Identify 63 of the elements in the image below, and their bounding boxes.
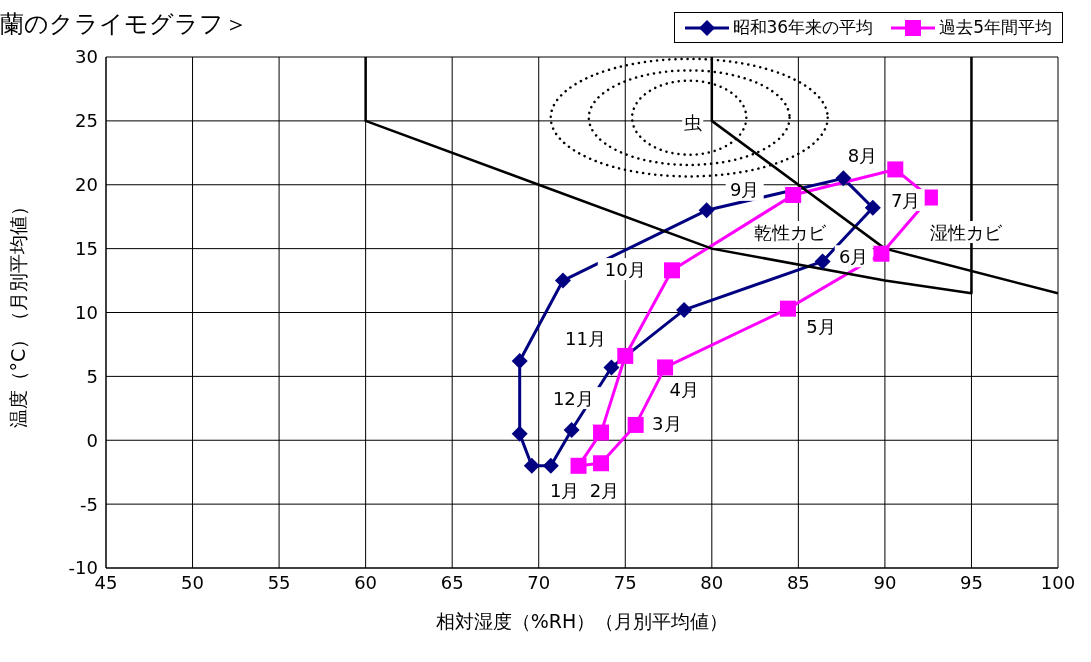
annotation: 4月	[669, 378, 699, 400]
point	[835, 170, 852, 187]
annotation: 5月	[806, 316, 836, 338]
point	[779, 300, 796, 317]
point	[603, 359, 620, 376]
x-tick-label: 65	[440, 571, 464, 593]
point	[511, 353, 528, 370]
annotation: 6月	[839, 245, 869, 267]
annotation: 3月	[652, 413, 682, 435]
x-tick-label: 60	[354, 571, 378, 593]
point	[542, 457, 559, 474]
point	[570, 457, 587, 474]
chart-title: 蘭のクライモグラフ＞	[0, 9, 248, 40]
annotation: 7月	[890, 189, 921, 211]
x-tick-label: 70	[527, 571, 551, 593]
annotation: 乾性カビ	[753, 221, 827, 243]
legend-label: 昭和36年来の平均	[731, 16, 874, 39]
point	[593, 424, 610, 441]
point	[593, 455, 610, 472]
x-tick-label: 90	[873, 571, 897, 593]
x-tick-label: 95	[960, 571, 983, 593]
y-tick-label: 0	[86, 429, 98, 451]
y-tick-label: 25	[75, 110, 98, 132]
annotation: 12月	[552, 387, 594, 409]
point	[523, 457, 540, 474]
x-axis-title: 相対湿度（%RH）（月別平均値）	[435, 610, 729, 632]
annotation: 2月	[589, 479, 620, 501]
annotation: 1月	[549, 479, 580, 501]
point	[864, 199, 881, 216]
y-tick-label: 30	[75, 46, 98, 68]
annotation: 10月	[604, 258, 646, 280]
x-tick-label: 75	[613, 571, 637, 593]
y-axis-title: 温度（°C）（月別平均値）	[6, 196, 29, 429]
point	[873, 245, 890, 262]
point	[785, 186, 802, 203]
x-tick-label: 100	[1040, 571, 1076, 593]
annotation: 8月	[847, 144, 878, 166]
x-tick-label: 55	[267, 571, 291, 593]
y-tick-label: 5	[86, 365, 98, 387]
annotation: 虫	[683, 111, 702, 133]
legend-label: 過去5年間平均	[938, 16, 1052, 39]
point	[563, 422, 580, 439]
point	[617, 347, 634, 364]
y-tick-label: 10	[75, 301, 98, 323]
x-tick-label: 50	[181, 571, 204, 593]
x-tick-label: 85	[786, 571, 810, 593]
point	[887, 161, 904, 178]
point	[554, 272, 571, 289]
annotation: 9月	[729, 179, 760, 201]
y-tick-label: 20	[75, 174, 98, 196]
y-tick-label: -5	[80, 493, 98, 515]
point	[511, 425, 528, 442]
point	[698, 202, 715, 219]
x-tick-label: 80	[700, 571, 724, 593]
point	[676, 301, 693, 318]
y-tick-label: 15	[75, 238, 98, 260]
annotation: 11月	[565, 327, 606, 349]
point	[664, 262, 681, 279]
annotation: 湿性カビ	[930, 221, 1004, 243]
y-tick-label: -10	[68, 557, 98, 579]
point	[657, 359, 674, 376]
point	[627, 416, 644, 433]
point	[814, 253, 831, 270]
